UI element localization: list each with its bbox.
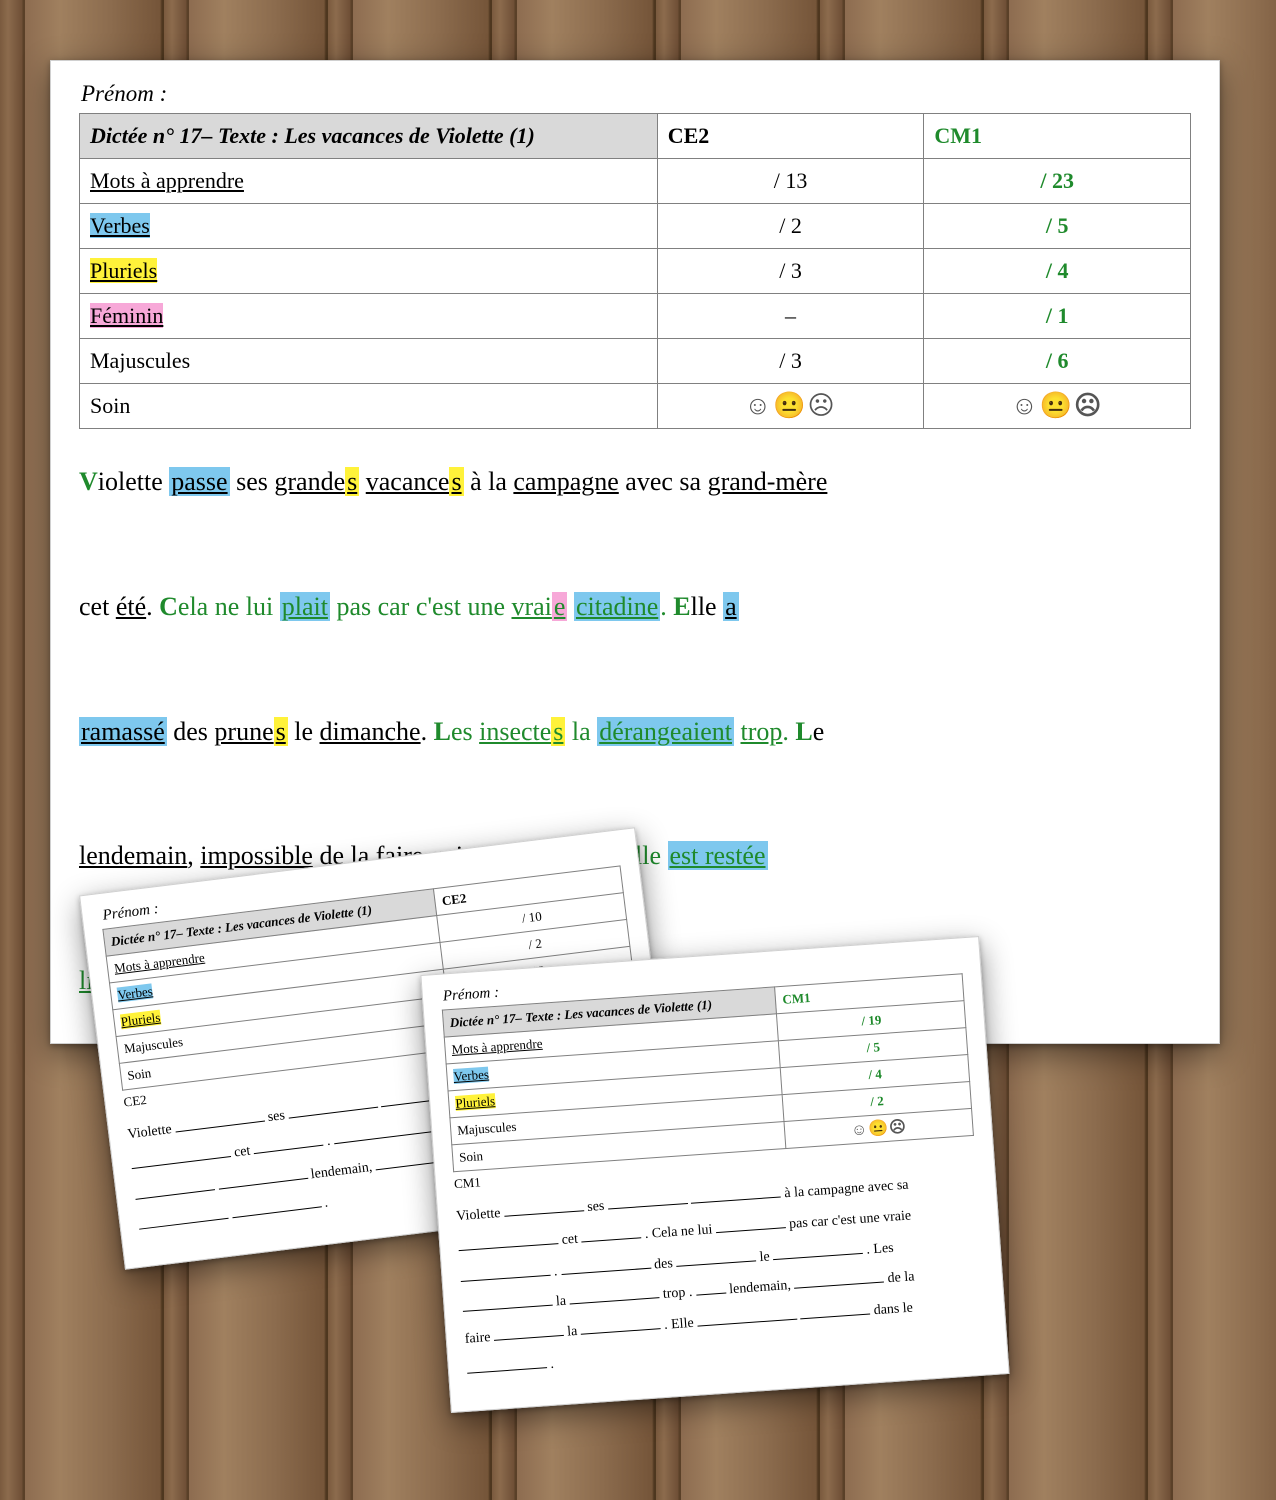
table-row: Majuscules/ 3/ 6 (80, 339, 1191, 384)
table-title: Dictée n° 17– Texte : Les vacances de Vi… (80, 114, 658, 159)
table-row: Féminin–/ 1 (80, 294, 1191, 339)
score-table-main: Dictée n° 17– Texte : Les vacances de Vi… (79, 113, 1191, 429)
score-table-cm1: Dictée n° 17– Texte : Les vacances de Vi… (442, 973, 974, 1172)
table-row: Pluriels/ 3/ 4 (80, 249, 1191, 294)
col-cm1: CM1 (924, 114, 1191, 159)
table-row: Soin☺😐☹☺😐☹ (80, 384, 1191, 429)
col-ce2: CE2 (657, 114, 924, 159)
table-row: Verbes/ 2/ 5 (80, 204, 1191, 249)
worksheet-cm1: Prénom : Dictée n° 17– Texte : Les vacan… (420, 936, 1009, 1413)
prenom-label: Prénom : (81, 81, 1191, 107)
fill-text: Violette ses à la campagne avec sa cet .… (455, 1166, 989, 1387)
table-row: Mots à apprendre/ 13/ 23 (80, 159, 1191, 204)
